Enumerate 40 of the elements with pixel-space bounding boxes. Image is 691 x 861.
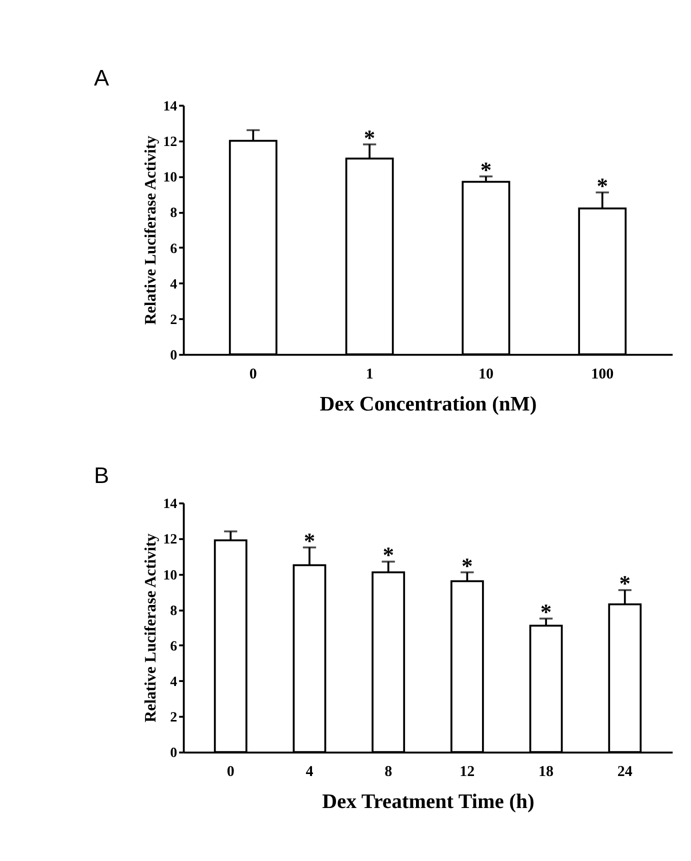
y-tick-label: 10 [163,567,178,584]
y-tick-label: 0 [170,745,178,762]
y-tick-label: 6 [170,240,178,257]
x-tick-label: 0 [249,366,257,382]
y-tick-label: 8 [170,602,178,619]
x-tick-label: 10 [478,366,494,382]
y-tick-label: 4 [170,276,178,292]
annotation: * [364,125,376,150]
x-axis-title: Dex Treatment Time (h) [322,790,534,813]
y-tick-label: 8 [170,205,178,222]
annotation: * [596,173,608,198]
y-tick-label: 4 [170,674,178,690]
y-axis-title: Relative Luciferase Activity [142,136,160,325]
y-tick-label: 2 [170,710,178,726]
x-tick-label: 1 [366,366,374,382]
x-tick-label: 0 [226,764,234,780]
annotation: * [462,553,473,578]
y-tick-label: 0 [170,348,178,364]
annotation: * [619,571,631,596]
y-tick-label: 10 [163,170,178,186]
x-axis-title: Dex Concentration (nM) [320,393,537,416]
x-tick-label: 4 [306,764,314,780]
y-tick-label: 14 [163,98,178,114]
x-tick-label: 18 [538,764,554,780]
annotation: * [480,157,492,182]
x-tick-label: 24 [617,764,633,780]
x-tick-label: 8 [384,764,393,780]
x-tick-label: 12 [460,764,475,780]
y-tick-label: 12 [163,532,178,548]
y-tick-label: 6 [170,638,178,654]
y-axis-title: Relative Luciferase Activity [142,533,160,722]
y-tick-label: 2 [170,312,178,328]
annotation: * [382,542,394,568]
text: B [94,463,110,488]
text: A [94,65,110,90]
annotation: * [540,600,552,625]
y-tick-label: 14 [163,496,178,512]
y-tick-label: 12 [163,134,178,150]
x-tick-label: 100 [591,366,614,382]
annotation: * [304,528,316,554]
